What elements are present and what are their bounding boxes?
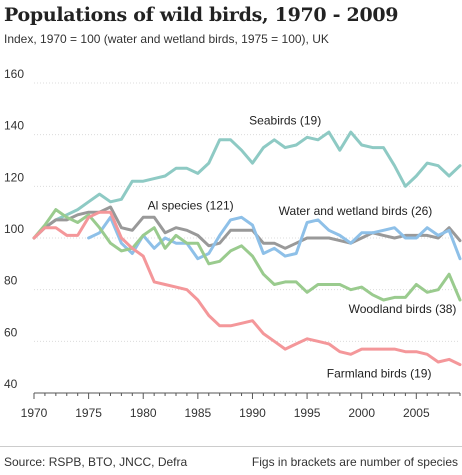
series-line-3 — [32, 208, 462, 302]
x-axis: 1970 1975 1980 1985 1990 1995 2000 2005 — [21, 392, 461, 420]
source-note: Source: RSPB, BTO, JNCC, Defra — [4, 455, 188, 469]
series-line-4 — [32, 210, 462, 367]
series-line-2 — [87, 215, 462, 261]
series-line-1 — [32, 205, 462, 250]
species-note: Figs in brackets are number of species — [251, 455, 458, 469]
series-label-2: Water and wetland birds (26) — [279, 204, 433, 218]
y-tick-label: 100 — [4, 222, 24, 236]
chart-title: Populations of wild birds, 1970 - 2009 — [4, 4, 399, 26]
series-annotations: Seabirds (19) Al species (121) Water and w… — [148, 113, 457, 380]
x-tick-label: 1985 — [184, 406, 211, 420]
y-tick-label: 80 — [4, 274, 18, 288]
series-label-3: Woodland birds (38) — [349, 302, 457, 316]
x-tick-label: 1995 — [294, 406, 321, 420]
y-tick-label: 40 — [4, 377, 18, 391]
y-tick-label: 140 — [4, 119, 24, 133]
y-tick-label: 120 — [4, 170, 24, 184]
x-tick-label: 1980 — [130, 406, 157, 420]
series-lines — [32, 130, 462, 367]
x-tick-label: 1975 — [75, 406, 102, 420]
series-label-4: Farmland birds (19) — [327, 367, 432, 381]
x-tick-label: 2005 — [403, 406, 430, 420]
footer-divider — [0, 446, 462, 447]
x-tick-label: 1990 — [239, 406, 266, 420]
series-label-1: Al species (121) — [148, 199, 234, 213]
series-label-0: Seabirds (19) — [249, 113, 321, 127]
x-tick-label: 2000 — [348, 406, 375, 420]
x-tick-label: 1970 — [21, 406, 48, 420]
chart-subtitle: Index, 1970 = 100 (water and wetland bir… — [4, 32, 329, 46]
series-line-0 — [32, 130, 462, 240]
y-tick-label: 160 — [4, 67, 24, 81]
y-tick-label: 60 — [4, 325, 18, 339]
y-axis-labels: 40 60 80 100 120 140 160 — [4, 67, 24, 391]
